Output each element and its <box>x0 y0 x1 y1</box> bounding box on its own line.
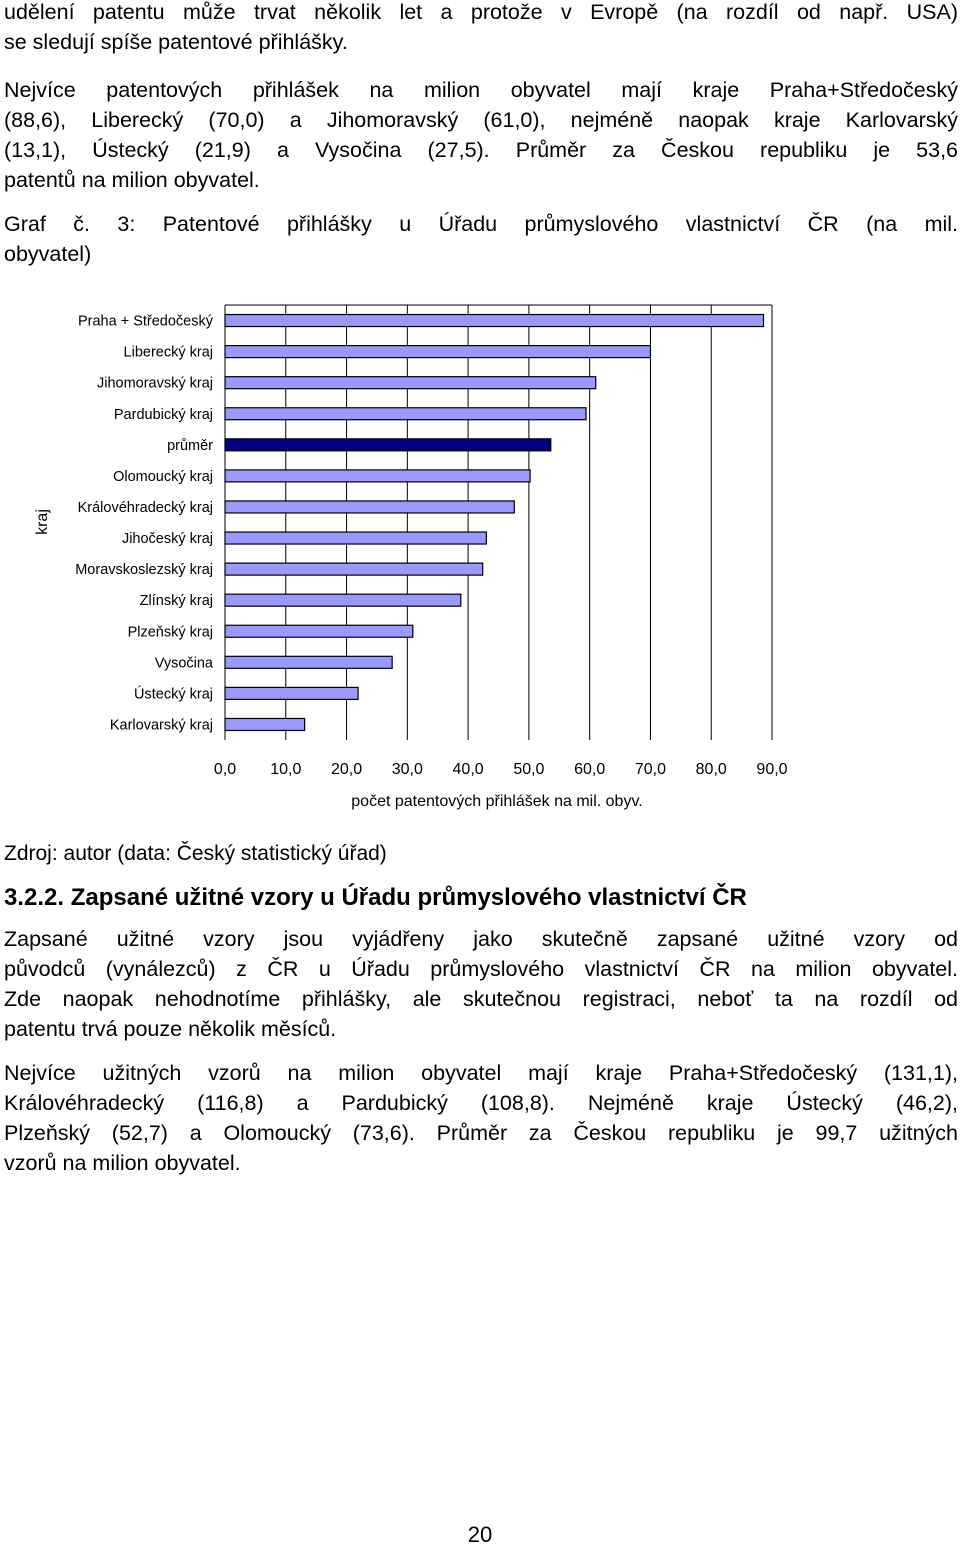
section-p2-line-1: Nejvíce užitných vzorů na milion obyvate… <box>4 1061 958 1085</box>
chart-bar <box>224 469 531 483</box>
chart-bar <box>224 624 414 638</box>
section-p1-line-1: Zapsané užitné vzory jsou vyjádřeny jako… <box>4 927 958 951</box>
section-p1-line-3: Zde naopak nehodnotíme přihlášky, ale sk… <box>4 987 958 1011</box>
chart-bar <box>224 717 306 732</box>
chart-x-tick-label: 80,0 <box>696 761 727 778</box>
chart-bar <box>224 376 597 390</box>
chart-x-tick-label: 0,0 <box>214 761 236 778</box>
chart-bar <box>224 438 552 452</box>
chart-x-tick-label: 20,0 <box>331 761 362 778</box>
chart-x-tick-label: 10,0 <box>270 761 301 778</box>
chart-category-label: Karlovarský kraj <box>110 717 213 733</box>
chart-category-label: Olomoucký kraj <box>113 469 213 485</box>
chart-category-labels: Praha + Středočeský Liberecký kraj Jihomor… <box>75 314 214 734</box>
chart-bar <box>224 686 359 700</box>
intro-line-2: se sledují spíše patentové přihlášky. <box>4 30 348 54</box>
summary-paragraph: Nejvíce patentových přihlášek na milion … <box>4 75 958 195</box>
caption-line-1: Graf č. 3: Patentové přihlášky u Úřadu p… <box>4 212 958 236</box>
summary-line-4: patentů na milion obyvatel. <box>4 168 260 192</box>
patent-applications-chart: Praha + Středočeský Liberecký kraj Jihomor… <box>34 304 788 810</box>
chart-x-tick-label: 40,0 <box>453 761 484 778</box>
chart-category-label: Jihočeský kraj <box>122 531 213 547</box>
chart-x-tick-label: 70,0 <box>635 761 666 778</box>
caption-line-2: obyvatel) <box>4 242 92 266</box>
section-p1-line-2: původců (vynálezců) z ČR u Úřadu průmysl… <box>4 957 958 981</box>
chart-bar <box>224 500 515 514</box>
section-p1-line-4: patentu trvá pouze několik měsíců. <box>4 1017 337 1041</box>
summary-line-1: Nejvíce patentových přihlášek na milion … <box>4 78 958 102</box>
chart-x-tick-label: 60,0 <box>574 761 605 778</box>
chart-y-axis-label: kraj <box>34 509 51 535</box>
chart-x-ticks: 0,0 10,0 20,0 30,0 40,0 50,0 60,0 70,0 80,0 90,0 <box>214 761 788 778</box>
chart-x-tick-label: 30,0 <box>392 761 423 778</box>
section-p2-line-2: Královéhradecký (116,8) a Pardubický (10… <box>4 1091 958 1115</box>
chart-category-label: Vysočina <box>155 655 214 671</box>
section-paragraph-2: Nejvíce užitných vzorů na milion obyvate… <box>4 1058 958 1178</box>
chart-bar <box>224 562 484 576</box>
chart-category-label: Ústecký kraj <box>134 685 213 702</box>
chart-gridlines <box>224 304 773 740</box>
chart-category-label: Plzeňský kraj <box>128 624 213 640</box>
chart-category-label: průměr <box>167 438 213 454</box>
chart-source: Zdroj: autor (data: Český statistický úř… <box>4 842 387 865</box>
chart-x-axis-label: počet patentových přihlášek na mil. obyv… <box>351 793 642 810</box>
chart-x-tick-label: 90,0 <box>756 761 787 778</box>
chart-category-label: Zlínský kraj <box>140 593 213 609</box>
chart-category-label: Moravskoslezský kraj <box>75 562 213 578</box>
chart-bar <box>224 345 652 359</box>
chart-x-tick-label: 50,0 <box>513 761 544 778</box>
intro-line-1: udělení patentu může trvat několik let a… <box>4 0 958 24</box>
intro-paragraph: udělení patentu může trvat několik let a… <box>4 0 958 57</box>
chart-category-label: Pardubický kraj <box>114 407 213 423</box>
chart-bars <box>224 313 765 732</box>
chart-bar <box>224 407 587 421</box>
section-heading: 3.2.2. Zapsané užitné vzory u Úřadu prům… <box>4 884 747 911</box>
chart-category-label: Liberecký kraj <box>124 345 213 361</box>
chart-bar <box>224 531 487 545</box>
chart-caption: Graf č. 3: Patentové přihlášky u Úřadu p… <box>4 209 958 269</box>
section-paragraph-1: Zapsané užitné vzory jsou vyjádřeny jako… <box>4 924 958 1044</box>
chart-category-label: Praha + Středočeský <box>78 314 214 330</box>
section-p2-line-4: vzorů na milion obyvatel. <box>4 1151 241 1175</box>
chart-bar <box>224 313 765 328</box>
section-p2-line-3: Plzeňský (52,7) a Olomoucký (73,6). Prům… <box>4 1121 958 1145</box>
summary-line-3: (13,1), Ústecký (21,9) a Vysočina (27,5)… <box>4 138 958 162</box>
summary-line-2: (88,6), Liberecký (70,0) a Jihomoravský … <box>4 108 958 132</box>
chart-bar <box>224 655 393 669</box>
page-number: 20 <box>467 1522 493 1547</box>
chart-category-label: Jihomoravský kraj <box>97 376 213 392</box>
chart-bar <box>224 593 462 607</box>
chart-category-label: Královéhradecký kraj <box>78 500 213 516</box>
